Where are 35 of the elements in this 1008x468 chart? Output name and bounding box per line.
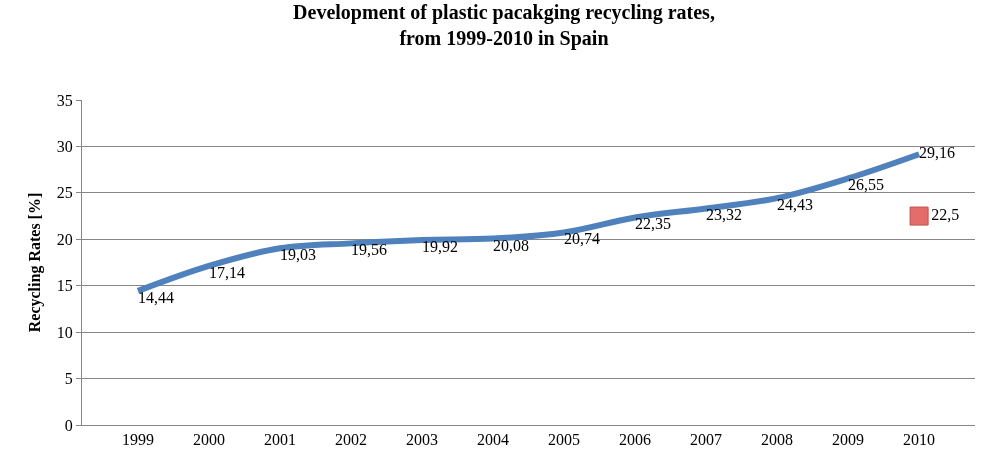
x-tick-label: 2010: [903, 431, 936, 449]
data-label: 19,56: [350, 241, 387, 259]
data-label: 22,5: [931, 206, 960, 224]
y-tick-label: 25: [56, 184, 73, 202]
x-tick-label: 2006: [619, 431, 652, 449]
x-tick-label: 1999: [121, 431, 154, 449]
x-tick-label: 2005: [548, 431, 581, 449]
x-tick-label: 2002: [334, 431, 367, 449]
x-tick-label: 2009: [832, 431, 865, 449]
y-tick-label: 35: [56, 91, 73, 109]
x-tick-label: 2008: [761, 431, 794, 449]
y-tick-label: 30: [56, 138, 73, 156]
x-tick-label: 2001: [263, 431, 296, 449]
data-label: 17,14: [208, 263, 245, 281]
x-tick-label: 2003: [405, 431, 438, 449]
x-tick-label: 2007: [690, 431, 723, 449]
data-label: 29,16: [919, 144, 956, 162]
y-tick-label: 10: [56, 323, 73, 341]
y-tick-label: 0: [64, 416, 73, 434]
data-label: 24,43: [777, 196, 814, 214]
data-label: 23,32: [706, 206, 743, 224]
data-label: 19,03: [279, 246, 316, 264]
data-label: 14,44: [137, 288, 174, 306]
x-tick-label: 2004: [476, 431, 509, 449]
data-label: 20,74: [564, 230, 601, 248]
data-label: 26,55: [848, 176, 885, 194]
x-tick-label: 2000: [192, 431, 225, 449]
chart-title: Development of plastic pacakging recycling rates, from 1999-2010 in Spain: [293, 0, 715, 50]
data-label: 20,08: [492, 236, 529, 254]
data-label: 19,92: [421, 238, 458, 256]
y-axis-title: Recycling Rates [%]: [26, 192, 44, 333]
y-tick-label: 5: [64, 370, 73, 388]
y-tick-label: 15: [56, 277, 73, 295]
data-label: 22,35: [635, 215, 672, 233]
y-tick-label: 20: [56, 230, 73, 248]
